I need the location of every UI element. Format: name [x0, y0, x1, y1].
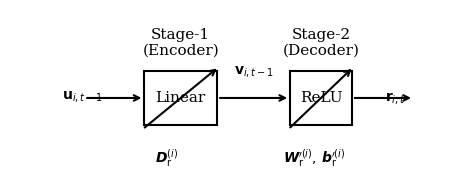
Text: $\mathbf{r}_{i,t}$: $\mathbf{r}_{i,t}$ [385, 90, 406, 106]
Text: ReLU: ReLU [300, 91, 342, 105]
Text: $\boldsymbol{D}_{\mathrm{r}}^{(i)}$: $\boldsymbol{D}_{\mathrm{r}}^{(i)}$ [155, 147, 178, 169]
Bar [144, 71, 217, 125]
Bar [290, 71, 352, 125]
Text: Linear: Linear [156, 91, 206, 105]
Text: Stage-1
(Encoder): Stage-1 (Encoder) [142, 28, 219, 58]
Text: $\boldsymbol{W}_{\mathrm{r}}^{\prime(i)},\, \boldsymbol{b}_{\mathrm{r}}^{\prime(: $\boldsymbol{W}_{\mathrm{r}}^{\prime(i)}… [282, 147, 345, 169]
Text: $\mathbf{u}_{i,t-1}$: $\mathbf{u}_{i,t-1}$ [63, 90, 103, 106]
Text: Stage-2
(Decoder): Stage-2 (Decoder) [282, 28, 360, 58]
Text: $\mathbf{v}_{i,t-1}$: $\mathbf{v}_{i,t-1}$ [234, 65, 274, 80]
